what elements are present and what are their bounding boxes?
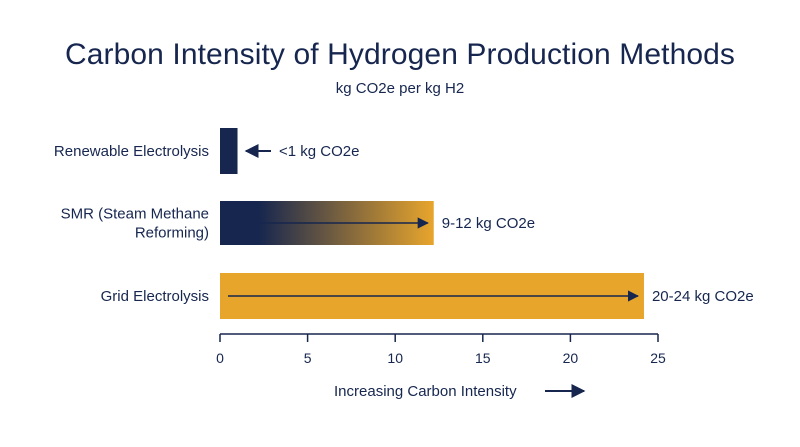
x-axis-label: Increasing Carbon Intensity (334, 383, 517, 400)
data-label: 20-24 kg CO2e (652, 288, 754, 305)
x-tick-label: 25 (650, 350, 666, 366)
x-tick-label: 10 (387, 350, 403, 366)
x-tick-label: 0 (216, 350, 224, 366)
category-label: SMR (Steam Methane (61, 206, 209, 223)
category-label: Reforming) (135, 225, 209, 242)
category-label: Grid Electrolysis (101, 288, 209, 305)
x-tick-label: 5 (304, 350, 312, 366)
category-label: Renewable Electrolysis (54, 143, 209, 160)
chart-title: Carbon Intensity of Hydrogen Production … (64, 38, 736, 71)
x-tick-label: 15 (475, 350, 491, 366)
x-tick-label: 20 (563, 350, 579, 366)
data-label: <1 kg CO2e (279, 143, 359, 160)
data-label: 9-12 kg CO2e (442, 215, 535, 232)
bar-0 (220, 128, 238, 174)
chart-subtitle: kg CO2e per kg H2 (335, 80, 465, 97)
